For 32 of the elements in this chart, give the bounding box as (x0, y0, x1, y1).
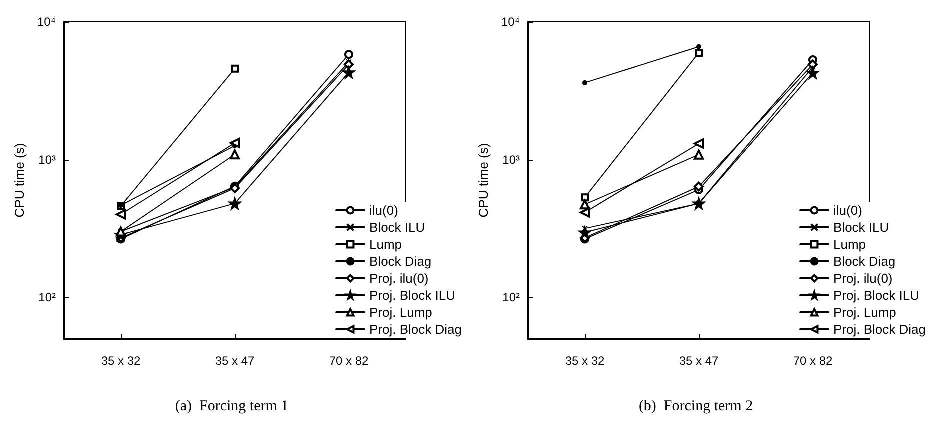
legend-label: Proj. Block ILU (370, 288, 456, 303)
legend-label: Proj. Lump (370, 305, 432, 320)
y-tick-label: 10³ (502, 152, 520, 167)
legend-label: Proj. ilu(0) (370, 271, 429, 286)
text: (a) Forcing term 1 (175, 398, 289, 414)
y-tick-label: 10² (502, 290, 520, 305)
legend-label: Proj. Block Diag (834, 322, 926, 337)
legend-label: Block Diag (834, 254, 896, 269)
legend-label: Block Diag (370, 254, 432, 269)
legend-label: Lump (834, 237, 866, 252)
legend-label: Proj. Block Diag (370, 322, 462, 337)
y-tick-label: 10⁴ (37, 15, 56, 29)
legend-label: Block ILU (370, 220, 426, 235)
y-axis-title: CPU time (s) (12, 143, 27, 218)
legend-label: Lump (370, 237, 402, 252)
legend-label: Proj. ilu(0) (834, 271, 893, 286)
text: (b) Forcing term 2 (638, 398, 754, 414)
legend-label: ilu(0) (834, 203, 862, 218)
legend-label: ilu(0) (370, 203, 398, 218)
y-axis-title: CPU time (s) (476, 143, 491, 218)
y-tick-label: 10⁴ (501, 15, 520, 29)
legend-label: Proj. Block ILU (834, 288, 920, 303)
y-tick-label: 10² (38, 290, 56, 305)
x-tick-label: 35 x 32 (565, 354, 605, 368)
x-tick-label: 35 x 32 (101, 354, 141, 368)
x-tick-label: 70 x 82 (329, 354, 369, 368)
legend-label: Block ILU (834, 220, 890, 235)
legend-label: Proj. Lump (834, 305, 896, 320)
x-tick-label: 70 x 82 (793, 354, 833, 368)
y-tick-label: 10³ (38, 152, 56, 167)
x-tick-label: 35 x 47 (679, 354, 719, 368)
x-tick-label: 35 x 47 (215, 354, 255, 368)
